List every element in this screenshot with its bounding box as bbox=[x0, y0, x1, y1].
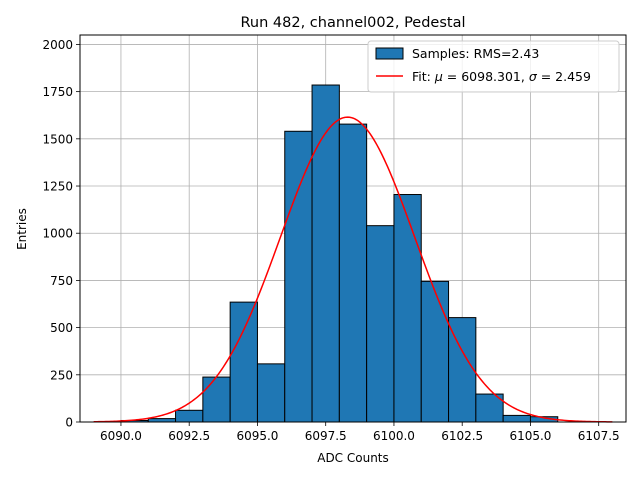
histogram-bar bbox=[366, 225, 395, 423]
plot-frame bbox=[79, 34, 627, 423]
y-tick-label: 250 bbox=[50, 368, 73, 382]
legend-box bbox=[367, 40, 620, 93]
x-tick-label: 6095.0 bbox=[236, 429, 278, 443]
x-tick-label: 6107.5 bbox=[578, 429, 620, 443]
y-tick-label: 1000 bbox=[42, 227, 73, 241]
y-tick-label: 500 bbox=[50, 321, 73, 335]
y-tick-label: 1500 bbox=[42, 132, 73, 146]
legend-samples-label: Samples: RMS=2.43 bbox=[412, 46, 539, 61]
y-tick-label: 1250 bbox=[42, 180, 73, 194]
histogram-bar bbox=[420, 280, 450, 423]
legend-samples-swatch bbox=[375, 47, 404, 60]
histogram-bars bbox=[120, 84, 559, 423]
y-tick-label: 2000 bbox=[42, 38, 73, 52]
histogram-bar bbox=[202, 376, 231, 423]
y-tick-label: 750 bbox=[50, 274, 73, 288]
histogram-bar bbox=[175, 409, 204, 423]
y-tick-label: 1750 bbox=[42, 85, 73, 99]
histogram-bar bbox=[147, 418, 177, 423]
x-axis-ticks: 6090.0 6092.5 6095.0 6097.5 6100.0 6102.5 6105… bbox=[100, 422, 620, 443]
histogram-bar bbox=[311, 84, 340, 423]
histogram-bar bbox=[393, 194, 422, 423]
x-tick-label: 6097.5 bbox=[305, 429, 347, 443]
histogram-bar bbox=[502, 414, 531, 423]
histogram-bar bbox=[338, 123, 368, 423]
x-tick-label: 6105.0 bbox=[509, 429, 551, 443]
x-tick-label: 6102.5 bbox=[441, 429, 483, 443]
y-axis-label: Entries bbox=[15, 208, 29, 250]
chart-title: Run 482, channel002, Pedestal bbox=[240, 15, 465, 31]
y-axis-ticks: 0 250 500 750 1000 1250 1500 1750 2000 bbox=[42, 38, 80, 430]
y-tick-label: 0 bbox=[65, 416, 73, 430]
fit-curve bbox=[93, 116, 613, 423]
histogram-bar bbox=[256, 363, 286, 423]
x-tick-label: 6090.0 bbox=[100, 429, 142, 443]
histogram-bar bbox=[284, 130, 313, 423]
histogram-bar bbox=[229, 301, 258, 423]
histogram-bar bbox=[475, 393, 504, 423]
legend-fit-label: Fit: μ = 6098.301, σ = 2.459 bbox=[412, 69, 591, 84]
x-axis-label: ADC Counts bbox=[317, 451, 389, 465]
x-tick-label: 6100.0 bbox=[373, 429, 415, 443]
x-tick-label: 6092.5 bbox=[168, 429, 210, 443]
legend: Samples: RMS=2.43 Fit: μ = 6098.301, σ =… bbox=[367, 40, 620, 93]
